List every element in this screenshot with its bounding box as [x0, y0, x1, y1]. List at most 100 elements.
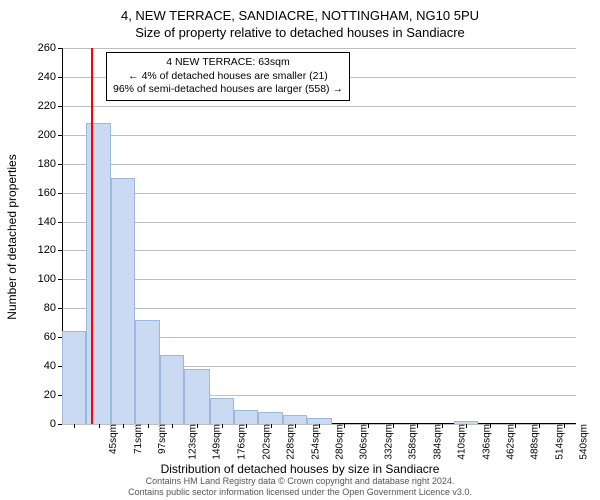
grid-line: [62, 135, 576, 136]
plot-area: 02040608010012014016018020022024026045sq…: [62, 48, 576, 424]
xtick-label: 280sqm: [335, 424, 346, 460]
xtick-label: 228sqm: [286, 424, 297, 460]
histogram-bar: [62, 331, 86, 424]
footer-line-2: Contains public sector information licen…: [0, 487, 600, 498]
chart-title-sub: Size of property relative to detached ho…: [0, 23, 600, 40]
annotation-box: 4 NEW TERRACE: 63sqm← 4% of detached hou…: [106, 52, 350, 101]
annotation-line: ← 4% of detached houses are smaller (21): [113, 70, 343, 84]
xtick-mark: [271, 424, 272, 428]
grid-line: [62, 48, 576, 49]
xtick-label: 71sqm: [133, 424, 144, 454]
chart-title-main: 4, NEW TERRACE, SANDIACRE, NOTTINGHAM, N…: [0, 0, 600, 23]
xtick-mark: [490, 424, 491, 428]
histogram-bar: [234, 410, 258, 424]
xtick-label: 514sqm: [554, 424, 565, 460]
xtick-label: 358sqm: [408, 424, 419, 460]
ytick-mark: [58, 164, 62, 165]
x-axis-title: Distribution of detached houses by size …: [161, 462, 440, 476]
ytick-label: 260: [38, 42, 56, 54]
xtick-mark: [539, 424, 540, 428]
ytick-mark: [58, 106, 62, 107]
xtick-mark: [222, 424, 223, 428]
xtick-mark: [123, 424, 124, 428]
xtick-label: 488sqm: [530, 424, 541, 460]
ytick-mark: [58, 77, 62, 78]
ytick-mark: [58, 222, 62, 223]
annotation-line: 4 NEW TERRACE: 63sqm: [113, 56, 343, 70]
grid-line: [62, 222, 576, 223]
xtick-label: 410sqm: [457, 424, 468, 460]
xtick-label: 436sqm: [481, 424, 492, 460]
xtick-mark: [393, 424, 394, 428]
xtick-label: 332sqm: [383, 424, 394, 460]
grid-line: [62, 250, 576, 251]
ytick-label: 200: [38, 129, 56, 141]
histogram-bar: [135, 320, 159, 424]
ytick-label: 160: [38, 187, 56, 199]
xtick-label: 97sqm: [157, 424, 168, 454]
histogram-bar: [307, 418, 331, 424]
xtick-mark: [246, 424, 247, 428]
xtick-mark: [172, 424, 173, 428]
xtick-label: 254sqm: [310, 424, 321, 460]
histogram-bar: [184, 369, 209, 424]
xtick-label: 176sqm: [237, 424, 248, 460]
xtick-label: 123sqm: [187, 424, 198, 460]
xtick-mark: [515, 424, 516, 428]
xtick-label: 149sqm: [212, 424, 223, 460]
ytick-label: 180: [38, 158, 56, 170]
y-axis-title: Number of detached properties: [5, 154, 19, 319]
xtick-label: 540sqm: [579, 424, 590, 460]
ytick-mark: [58, 193, 62, 194]
xtick-mark: [148, 424, 149, 428]
xtick-label: 462sqm: [506, 424, 517, 460]
xtick-mark: [564, 424, 565, 428]
ytick-label: 80: [44, 302, 56, 314]
xtick-mark: [344, 424, 345, 428]
xtick-mark: [319, 424, 320, 428]
histogram-bar: [283, 415, 307, 424]
grid-line: [62, 279, 576, 280]
ytick-label: 140: [38, 216, 56, 228]
ytick-mark: [58, 135, 62, 136]
ytick-mark: [58, 424, 62, 425]
grid-line: [62, 193, 576, 194]
histogram-bar: [210, 398, 234, 424]
xtick-mark: [417, 424, 418, 428]
ytick-mark: [58, 48, 62, 49]
xtick-mark: [197, 424, 198, 428]
ytick-mark: [58, 250, 62, 251]
xtick-label: 384sqm: [432, 424, 443, 460]
ytick-label: 120: [38, 244, 56, 256]
xtick-label: 45sqm: [108, 424, 119, 454]
ytick-label: 100: [38, 273, 56, 285]
xtick-mark: [368, 424, 369, 428]
ytick-label: 240: [38, 71, 56, 83]
grid-line: [62, 308, 576, 309]
xtick-mark: [295, 424, 296, 428]
histogram-bar: [111, 178, 135, 424]
xtick-mark: [74, 424, 75, 428]
ytick-label: 60: [44, 331, 56, 343]
ytick-mark: [58, 308, 62, 309]
ytick-label: 0: [50, 418, 56, 430]
xtick-label: 306sqm: [359, 424, 370, 460]
annotation-line: 96% of semi-detached houses are larger (…: [113, 83, 343, 97]
xtick-mark: [466, 424, 467, 428]
footer-attribution: Contains HM Land Registry data © Crown c…: [0, 476, 600, 498]
grid-line: [62, 106, 576, 107]
histogram-bar: [258, 412, 282, 424]
histogram-bar: [86, 123, 110, 424]
xtick-mark: [99, 424, 100, 428]
ytick-mark: [58, 279, 62, 280]
footer-line-1: Contains HM Land Registry data © Crown c…: [0, 476, 600, 487]
ytick-label: 20: [44, 389, 56, 401]
histogram-bar: [160, 355, 184, 424]
xtick-mark: [442, 424, 443, 428]
ytick-label: 40: [44, 360, 56, 372]
xtick-label: 202sqm: [261, 424, 272, 460]
grid-line: [62, 164, 576, 165]
marker-line: [91, 48, 93, 424]
ytick-label: 220: [38, 100, 56, 112]
histogram-bar: [454, 421, 478, 424]
